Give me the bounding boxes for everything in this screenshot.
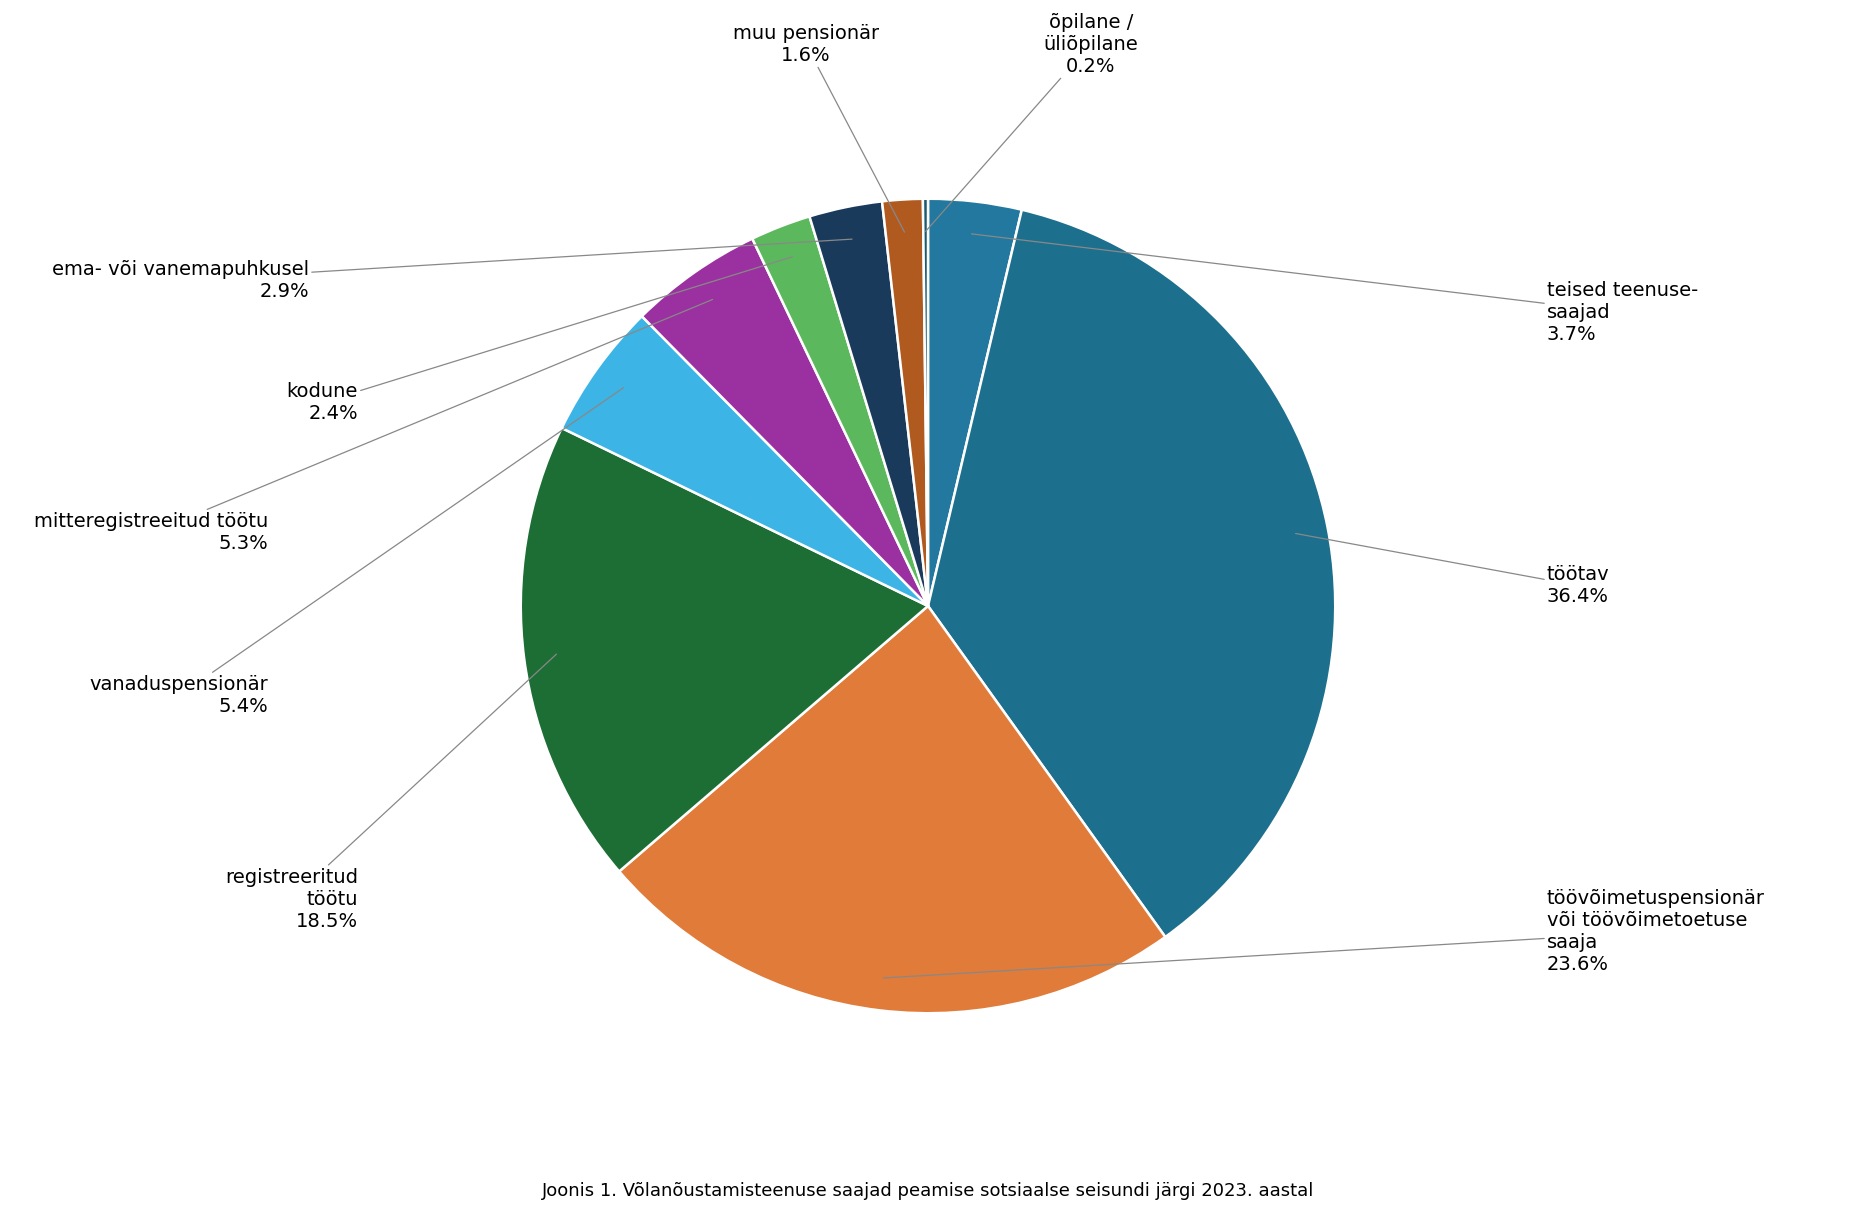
Text: vanaduspensionär
5.4%: vanaduspensionär 5.4%: [89, 388, 623, 716]
Text: kodune
2.4%: kodune 2.4%: [286, 257, 792, 423]
Wedge shape: [922, 199, 928, 606]
Text: õpilane /
üliõpilane
0.2%: õpilane / üliõpilane 0.2%: [926, 12, 1137, 231]
Wedge shape: [620, 606, 1165, 1013]
Text: mitteregistreeitud töötu
5.3%: mitteregistreeitud töötu 5.3%: [33, 299, 712, 553]
Text: registreeritud
töötu
18.5%: registreeritud töötu 18.5%: [224, 654, 556, 931]
Wedge shape: [751, 217, 928, 606]
Text: töövõimetuspensionär
või töövõimetoetuse
saaja
23.6%: töövõimetuspensionär või töövõimetoetuse…: [883, 890, 1764, 978]
Wedge shape: [928, 199, 1022, 606]
Text: teised teenuse-
saajad
3.7%: teised teenuse- saajad 3.7%: [970, 234, 1697, 344]
Wedge shape: [562, 316, 928, 606]
Wedge shape: [809, 201, 928, 606]
Wedge shape: [881, 199, 928, 606]
Text: Joonis 1. Võlanõustamisteenuse saajad peamise sotsiaalse seisundi järgi 2023. aa: Joonis 1. Võlanõustamisteenuse saajad pe…: [542, 1182, 1313, 1200]
Wedge shape: [928, 210, 1334, 937]
Wedge shape: [642, 239, 928, 606]
Text: muu pensionär
1.6%: muu pensionär 1.6%: [733, 23, 903, 231]
Text: ema- või vanemapuhkusel
2.9%: ema- või vanemapuhkusel 2.9%: [52, 239, 851, 301]
Text: töötav
36.4%: töötav 36.4%: [1295, 533, 1608, 606]
Wedge shape: [521, 428, 928, 871]
